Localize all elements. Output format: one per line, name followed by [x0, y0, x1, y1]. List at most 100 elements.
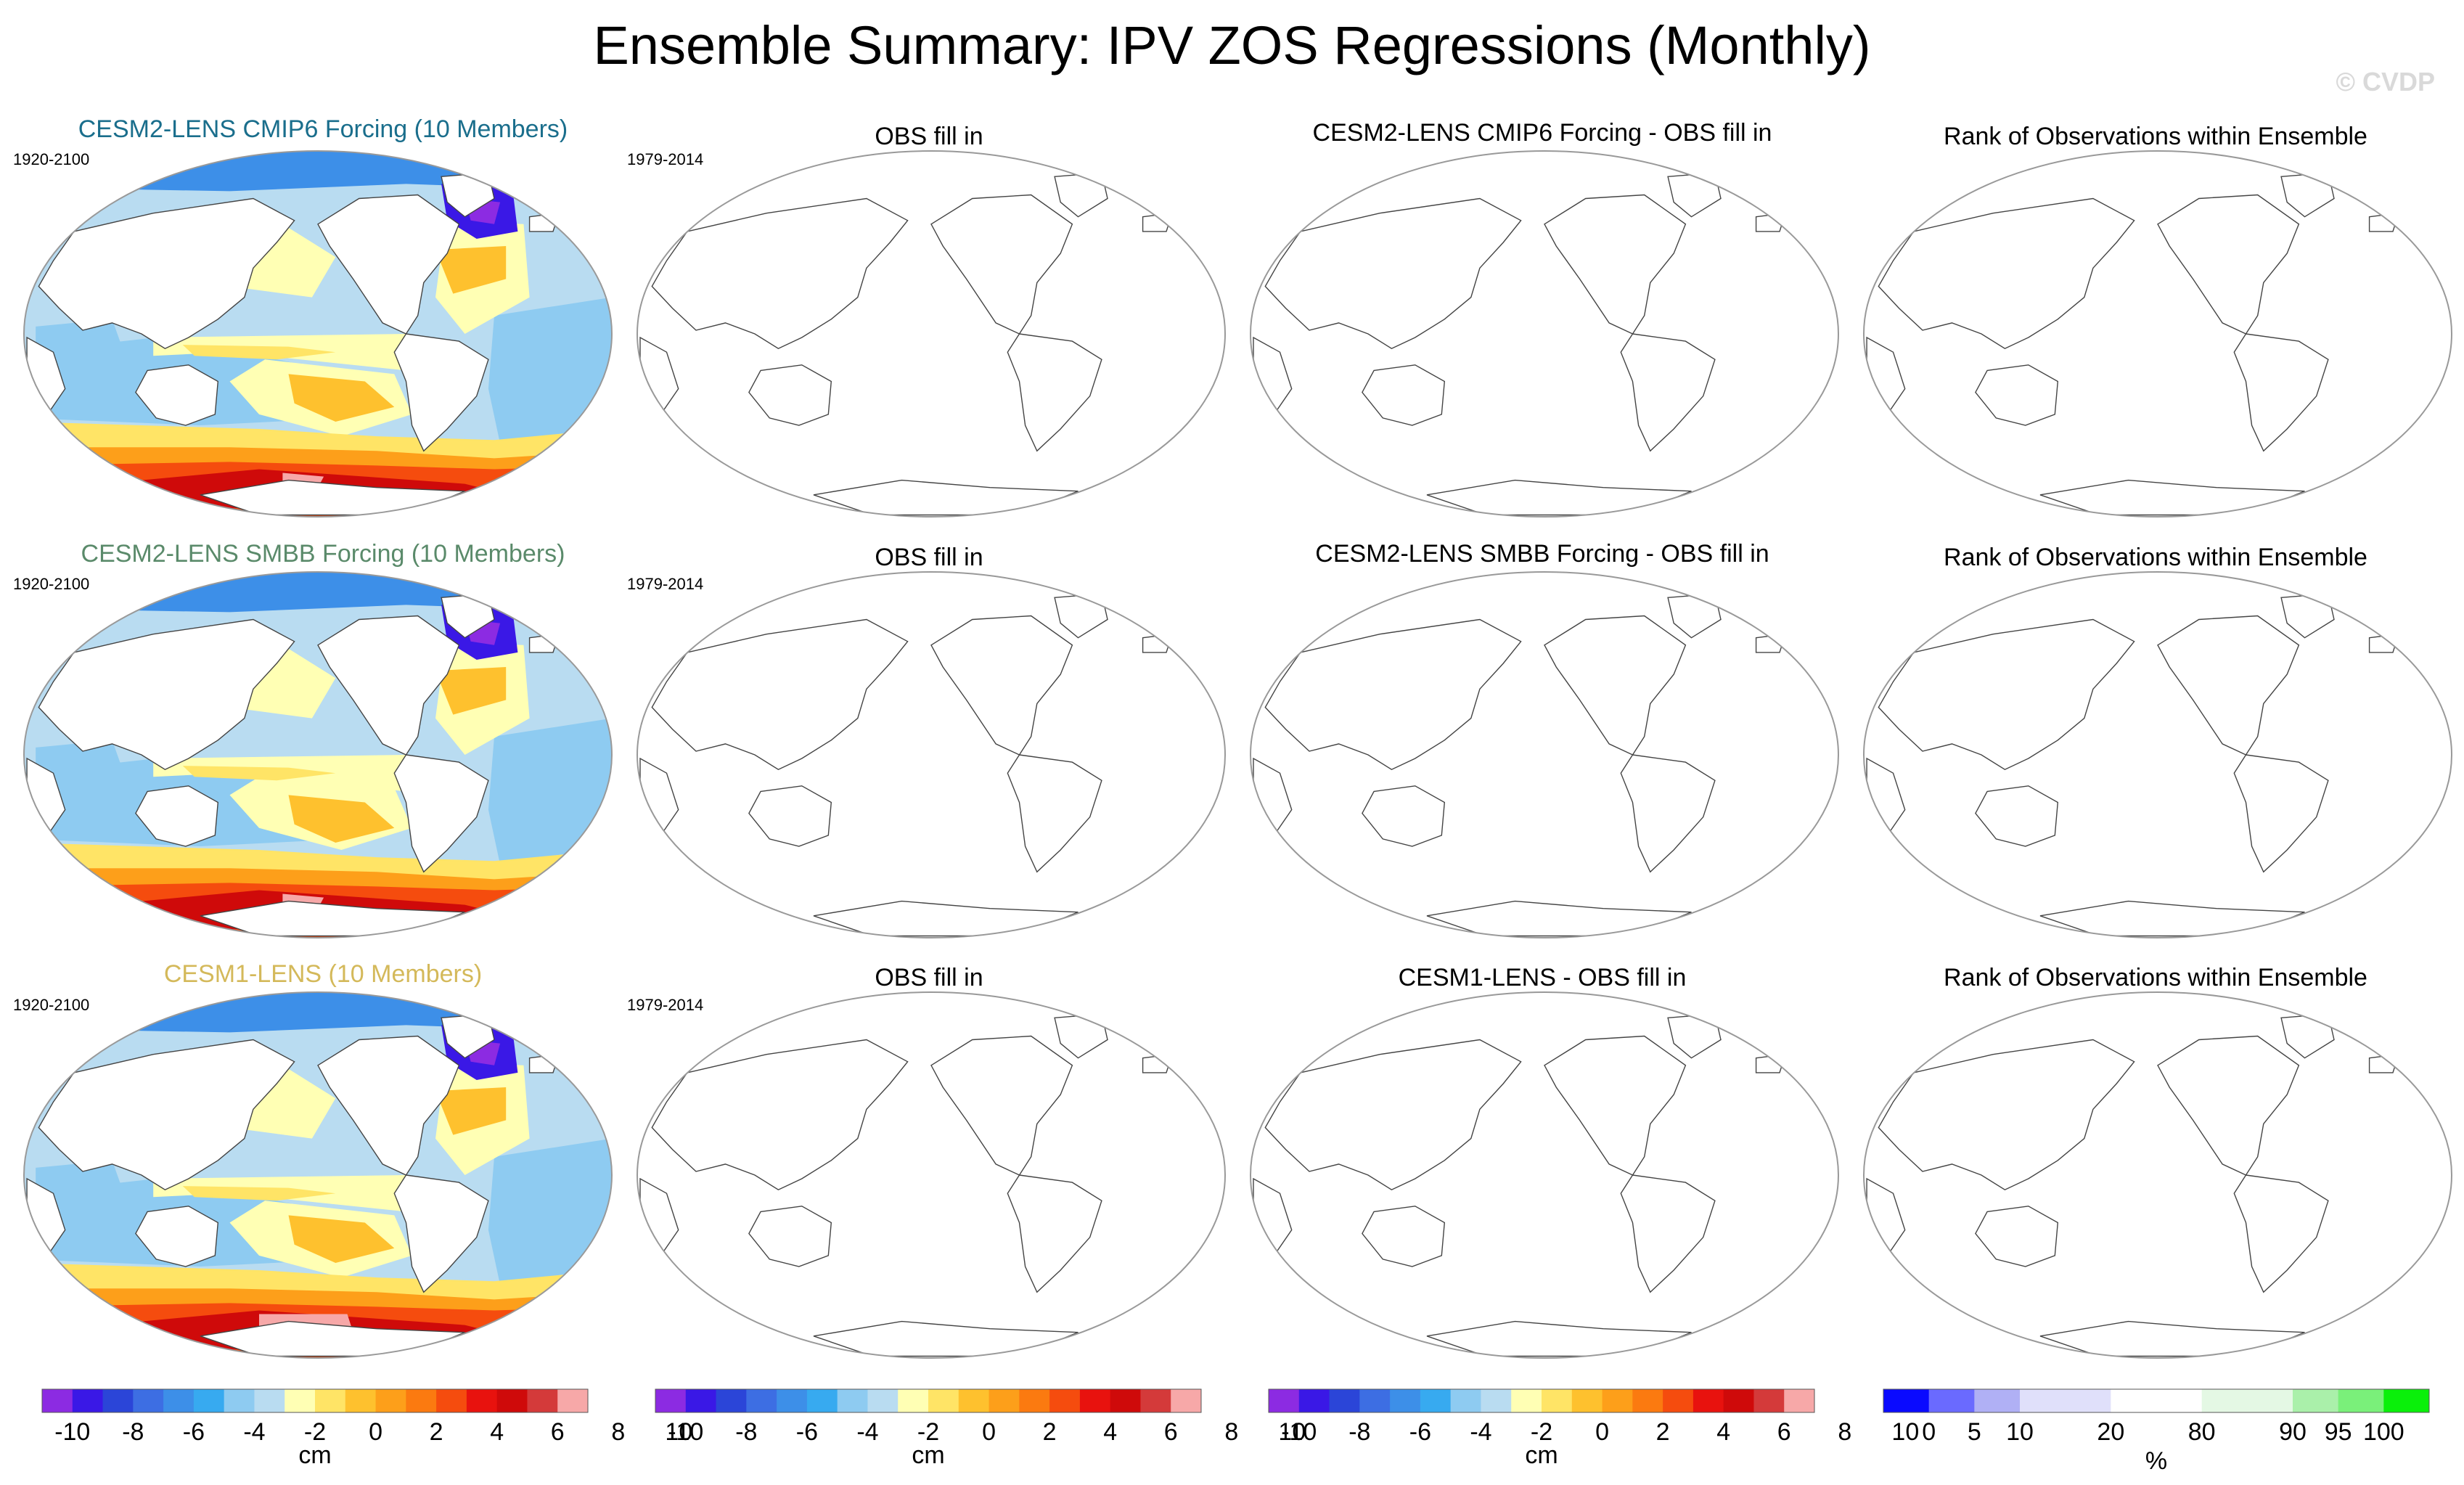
colorbar-tick-label: 6	[551, 1418, 565, 1446]
colorbar-tick-label: 0	[1922, 1418, 1936, 1446]
colorbar-tick-label: 5	[1968, 1418, 1981, 1446]
coastline	[2368, 212, 2400, 232]
map-panel	[1250, 571, 1839, 938]
colorbar-tick-label: 10	[1278, 1418, 1306, 1446]
colorbar-swatch	[193, 1389, 225, 1412]
colorbar-swatch	[1723, 1389, 1754, 1412]
coastline	[1362, 785, 1446, 847]
coastline	[1620, 333, 1716, 452]
contour-region	[182, 766, 336, 781]
coastline	[1142, 212, 1174, 232]
contour-region	[288, 1215, 395, 1263]
regression-field	[24, 151, 612, 517]
colorbar-swatch	[1481, 1389, 1512, 1412]
map-border	[23, 571, 613, 938]
colorbar-tick-label: -8	[122, 1418, 144, 1446]
colorbar-swatch	[1329, 1389, 1360, 1412]
colorbar-swatch	[315, 1389, 346, 1412]
coastline	[2157, 1035, 2300, 1176]
coastline	[1975, 1206, 2059, 1267]
map-panel	[1250, 991, 1839, 1359]
colorbar-swatch	[1359, 1389, 1391, 1412]
colorbar-swatch	[867, 1389, 899, 1412]
map-panel	[1863, 991, 2452, 1359]
colorbar-swatch	[837, 1389, 868, 1412]
colorbar-swatch	[466, 1389, 498, 1412]
cvdp-watermark: © CVDP	[2336, 67, 2435, 97]
colorbar-tick-label: 10	[2006, 1418, 2034, 1446]
coastline	[2233, 1174, 2329, 1293]
coastline	[1878, 1039, 2135, 1190]
panel-title: CESM1-LENS - OBS fill in	[1398, 964, 1687, 991]
coastline	[135, 364, 219, 426]
map-border	[23, 991, 613, 1359]
colorbar-swatch	[1632, 1389, 1663, 1412]
colorbar-swatch	[928, 1389, 959, 1412]
coastline	[2157, 615, 2300, 756]
coastline	[1054, 1013, 1108, 1059]
colorbar-swatch	[685, 1389, 717, 1412]
colorbar-swatch	[1693, 1389, 1724, 1412]
colorbar-swatch	[2065, 1389, 2111, 1412]
coastline	[38, 197, 295, 349]
colorbar-tick-label: 6	[1777, 1418, 1791, 1446]
panel-title: CESM1-LENS (10 Members)	[163, 960, 483, 988]
colorbar-swatch	[2293, 1389, 2339, 1412]
colorbar-swatch	[42, 1389, 73, 1412]
coastline	[2157, 194, 2300, 335]
regression-field	[24, 572, 612, 938]
colorbar-swatch	[557, 1389, 589, 1412]
colorbar-tick-label: 100	[2363, 1418, 2404, 1446]
period-label: 1979-2014	[627, 575, 704, 593]
coastline	[1620, 1174, 1716, 1293]
coastline	[2368, 1053, 2400, 1073]
map-border	[1250, 991, 1839, 1359]
colorbar-swatch	[1110, 1389, 1141, 1412]
colorbar-swatch	[1171, 1389, 1202, 1412]
colorbar-unit: cm	[298, 1441, 331, 1469]
colorbar-unit: %	[2145, 1447, 2167, 1475]
colorbar-swatch	[2338, 1389, 2384, 1412]
contour-region	[435, 667, 507, 715]
colorbar-swatch	[436, 1389, 467, 1412]
colorbar: -10 -8 -6 -4 -2 0 2 4 6 8 10 cm	[655, 1388, 1306, 1469]
contour-region	[36, 740, 124, 781]
coastline	[393, 1174, 489, 1293]
map-border	[1863, 571, 2452, 938]
colorbar-swatch	[1784, 1389, 1815, 1412]
period-label: 1920-2100	[13, 996, 90, 1014]
coastline	[38, 1039, 295, 1190]
colorbar-tick-label: -6	[796, 1418, 818, 1446]
map-border	[23, 150, 613, 518]
colorbar-tick-label: 4	[490, 1418, 504, 1446]
colorbar-swatch	[989, 1389, 1020, 1412]
coastline	[930, 1035, 1073, 1176]
colorbar-swatch	[2156, 1389, 2203, 1412]
coastline	[2233, 754, 2329, 873]
contour-region	[24, 151, 612, 192]
colorbar-swatch	[2201, 1389, 2248, 1412]
coastline	[1362, 364, 1446, 426]
colorbar: 0 5 10 20 80 90 95 100%	[1883, 1388, 2430, 1475]
coastline	[930, 615, 1073, 756]
coastline	[135, 785, 219, 847]
colorbar: -10 -8 -6 -4 -2 0 2 4 6 8 10 cm	[41, 1388, 692, 1469]
colorbar-tick-label: 0	[369, 1418, 382, 1446]
period-label: 1920-2100	[13, 150, 90, 168]
continent-outlines	[26, 172, 560, 516]
colorbar-swatch	[898, 1389, 929, 1412]
colorbar-swatch	[1663, 1389, 1694, 1412]
coastline	[135, 1206, 219, 1267]
colorbar-swatch	[1974, 1389, 2021, 1412]
colorbar-tick-label: 95	[2325, 1418, 2352, 1446]
coastline	[1667, 593, 1722, 639]
colorbar-tick-label: 2	[430, 1418, 443, 1446]
colorbar-tick-label: 8	[1838, 1418, 1851, 1446]
coastline	[1007, 1174, 1102, 1293]
colorbar-swatch	[958, 1389, 990, 1412]
coastline	[317, 1035, 460, 1176]
colorbar-tick-label: -8	[735, 1418, 757, 1446]
colorbar-frame	[655, 1388, 1202, 1413]
contour-region	[435, 246, 507, 294]
